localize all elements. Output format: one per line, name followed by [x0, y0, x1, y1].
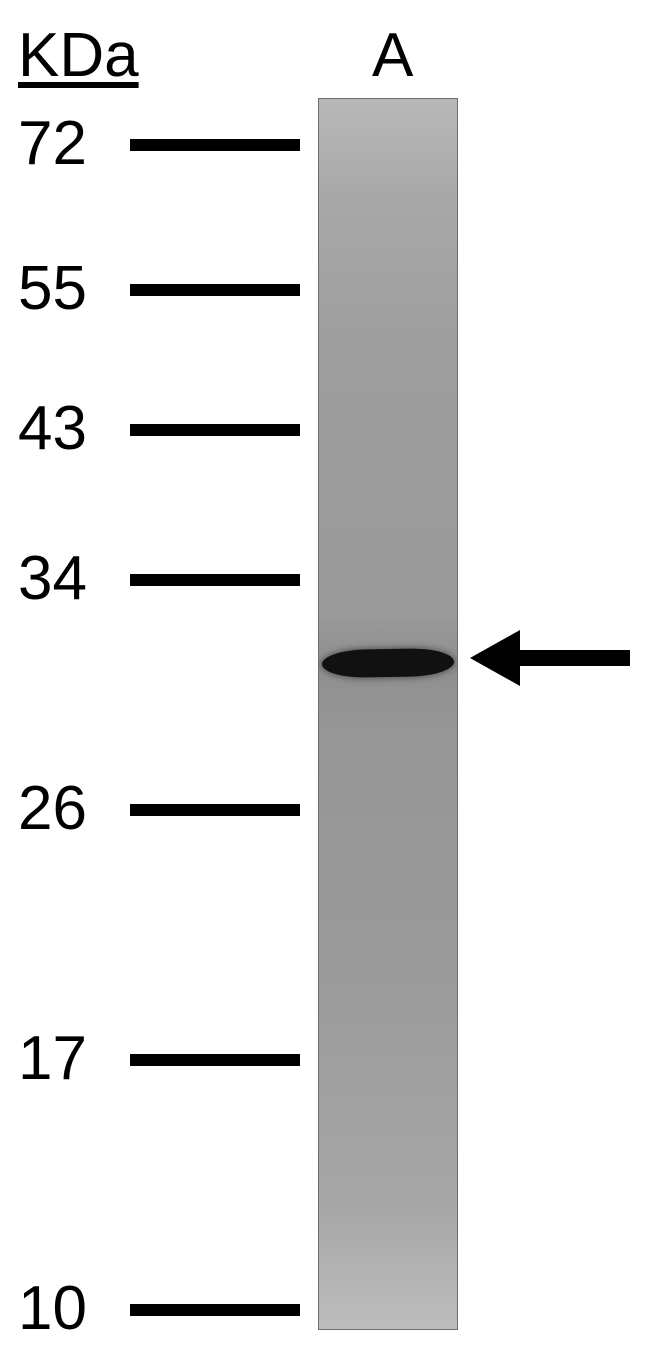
- mw-label-72: 72: [18, 108, 87, 179]
- ladder-tick-17: [130, 1054, 300, 1066]
- lane-label-a: A: [372, 20, 413, 91]
- kda-header: KDa: [18, 20, 139, 91]
- detected-band: [322, 648, 454, 678]
- sample-lane-a: [318, 98, 458, 1330]
- ladder-tick-43: [130, 424, 300, 436]
- ladder-tick-10: [130, 1304, 300, 1316]
- ladder-tick-55: [130, 284, 300, 296]
- mw-label-55: 55: [18, 253, 87, 324]
- mw-label-34: 34: [18, 543, 87, 614]
- band-indicator-arrow: [470, 630, 630, 686]
- arrow-shaft: [520, 650, 630, 666]
- arrow-head-icon: [470, 630, 520, 686]
- mw-label-10: 10: [18, 1273, 87, 1344]
- ladder-tick-34: [130, 574, 300, 586]
- mw-label-43: 43: [18, 393, 87, 464]
- ladder-tick-26: [130, 804, 300, 816]
- blot-figure: KDa A 72 55 43 34 26 17 10: [0, 0, 650, 1359]
- ladder-tick-72: [130, 139, 300, 151]
- mw-label-17: 17: [18, 1023, 87, 1094]
- mw-label-26: 26: [18, 773, 87, 844]
